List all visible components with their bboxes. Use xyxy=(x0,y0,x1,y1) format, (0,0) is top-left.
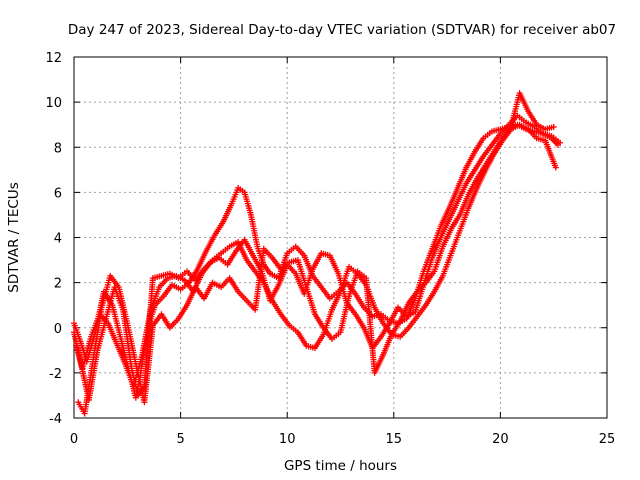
y-tick-label: 4 xyxy=(54,232,62,247)
y-tick-label: 6 xyxy=(54,186,62,201)
x-axis-label: GPS time / hours xyxy=(284,458,397,474)
y-tick-label: 12 xyxy=(45,51,62,66)
y-tick-label: 10 xyxy=(45,96,62,111)
x-tick-label: 15 xyxy=(386,432,403,447)
x-tick-label: 20 xyxy=(492,432,509,447)
x-tick-label: 0 xyxy=(70,432,78,447)
chart-title: Day 247 of 2023, Sidereal Day-to-day VTE… xyxy=(68,22,616,38)
data-point xyxy=(557,139,564,146)
x-tick-label: 5 xyxy=(176,432,184,447)
x-axis-ticks: 0 5 10 15 20 25 xyxy=(70,57,615,447)
data-points xyxy=(71,90,564,417)
y-axis-label: SDTVAR / TECUs xyxy=(6,182,22,292)
x-tick-label: 25 xyxy=(599,432,616,447)
y-tick-label: -2 xyxy=(49,367,62,382)
y-tick-label: -4 xyxy=(49,412,62,427)
y-tick-label: 0 xyxy=(54,322,62,337)
x-tick-label: 10 xyxy=(279,432,296,447)
data-point xyxy=(552,164,559,171)
y-axis-ticks: -4 -2 0 2 4 6 8 10 12 xyxy=(45,51,607,427)
y-tick-label: 8 xyxy=(54,141,62,156)
y-tick-label: 2 xyxy=(54,277,62,292)
data-point xyxy=(550,123,557,130)
